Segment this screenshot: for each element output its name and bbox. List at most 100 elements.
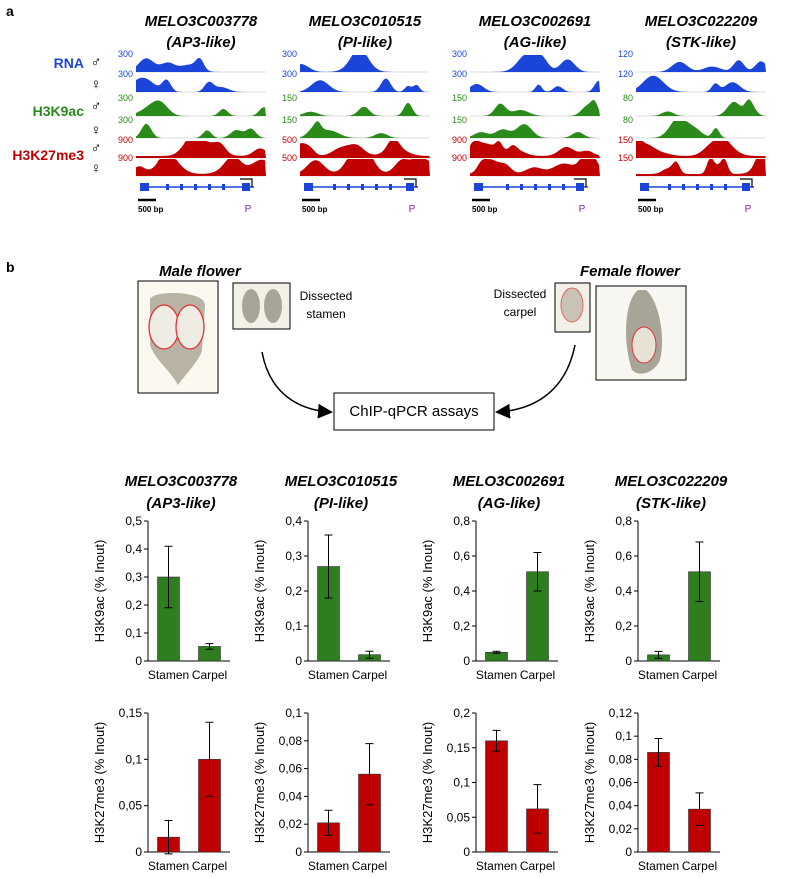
y-axis-label: H3K9ac (% Inout) (582, 540, 597, 643)
coverage-track (136, 159, 266, 176)
coverage-track (470, 124, 600, 138)
y-tick-label: 0,8 (615, 514, 632, 528)
y-tick-label: 0,08 (609, 752, 633, 766)
tss-arrow (740, 178, 753, 187)
coverage-track (136, 77, 266, 92)
arrow (495, 344, 576, 419)
track-scale: 300 (282, 49, 297, 59)
y-tick-label: 0,2 (125, 598, 142, 612)
sex-symbol: ♂ (90, 54, 101, 71)
coverage-track (300, 121, 430, 138)
track-scale: 120 (618, 49, 633, 59)
assay-box (333, 392, 495, 431)
sex-symbol: ♂ (90, 98, 101, 115)
track-label: H3K9ac (33, 103, 85, 119)
y-tick-label: 0,2 (285, 584, 302, 598)
track-scale: 300 (118, 93, 133, 103)
track-scale: 900 (452, 135, 467, 145)
y-tick-label: 0,1 (285, 706, 302, 720)
y-tick-label: 0,1 (125, 752, 142, 766)
track-scale: 300 (452, 69, 467, 79)
y-tick-label: 0 (463, 654, 470, 668)
y-tick-label: 0 (295, 654, 302, 668)
scale-bar-label: 500 bp (472, 205, 497, 214)
coverage-track (136, 123, 266, 138)
chart-subtitle: (STK-like) (636, 495, 706, 512)
y-tick-label: 0,2 (453, 619, 470, 633)
sex-symbol: ♀ (90, 76, 101, 93)
track-scale: 300 (118, 49, 133, 59)
promoter-label: P (245, 204, 252, 215)
coverage-track (470, 55, 600, 72)
exon (520, 184, 523, 190)
coverage-track (300, 102, 430, 116)
exon (576, 183, 584, 191)
tss-arrow (404, 178, 417, 187)
tss-arrow (574, 178, 587, 187)
exon (668, 184, 671, 190)
exon (333, 184, 336, 190)
coverage-track (470, 141, 600, 158)
y-tick-label: 0,08 (279, 734, 303, 748)
y-tick-label: 0,06 (279, 762, 303, 776)
chart-title: MELO3C002691 (453, 473, 566, 490)
y-tick-label: 0,8 (453, 514, 470, 528)
bar (485, 740, 508, 853)
stamen-label: stamen (306, 307, 345, 321)
track-label: RNA (54, 55, 84, 71)
y-tick-label: 0,15 (447, 741, 471, 755)
exon (389, 184, 392, 190)
error-bar (695, 792, 704, 826)
female-flower-label: Female flower (580, 263, 681, 280)
sex-symbol: ♀ (90, 160, 101, 177)
x-tick-label: Carpel (520, 668, 555, 682)
coverage-track (136, 141, 266, 158)
coverage-track (300, 78, 430, 92)
x-tick-label: Carpel (352, 668, 387, 682)
x-tick-label: Stamen (308, 859, 349, 873)
gene-alias: (STK-like) (666, 34, 736, 51)
y-axis-label: H3K9ac (% Inout) (252, 540, 267, 643)
exon (222, 184, 225, 190)
error-bar (164, 819, 173, 855)
x-tick-label: Stamen (148, 859, 189, 873)
y-tick-label: 0,3 (285, 549, 302, 563)
exon (742, 183, 750, 191)
error-bar (365, 743, 374, 806)
track-scale: 300 (118, 115, 133, 125)
chart-subtitle: (AG-like) (478, 495, 541, 512)
y-tick-label: 0,5 (125, 514, 142, 528)
y-tick-label: 0 (625, 845, 632, 859)
exon (710, 184, 713, 190)
exon (724, 184, 727, 190)
y-tick-label: 0 (625, 654, 632, 668)
exon (406, 183, 414, 191)
panel-label: a (6, 3, 14, 19)
y-tick-label: 0,05 (119, 799, 143, 813)
y-axis-label: H3K9ac (% Inout) (92, 540, 107, 643)
x-tick-label: Stamen (148, 668, 189, 682)
exon (208, 184, 211, 190)
y-tick-label: 0,4 (285, 514, 302, 528)
track-scale: 300 (452, 49, 467, 59)
coverage-track (300, 141, 430, 158)
promoter-label: P (579, 204, 586, 215)
y-tick-label: 0 (463, 845, 470, 859)
error-bar (324, 809, 333, 836)
coverage-track (636, 121, 766, 138)
assay-label: ChIP-qPCR assays (349, 403, 478, 420)
error-bar (324, 534, 333, 599)
y-tick-label: 0,1 (615, 729, 632, 743)
female-flower-image (595, 285, 687, 381)
x-tick-label: Carpel (192, 668, 227, 682)
track-label: H3K27me3 (12, 147, 84, 163)
track-scale: 150 (618, 135, 633, 145)
track-scale: 900 (118, 153, 133, 163)
gene-alias: (PI-like) (338, 34, 392, 51)
y-axis-label: H3K27me3 (% Inout) (252, 722, 267, 843)
coverage-track (136, 57, 266, 72)
gene-alias: (AP3-like) (166, 34, 235, 51)
track-scale: 150 (452, 115, 467, 125)
coverage-track (636, 99, 766, 116)
exon (640, 183, 649, 191)
